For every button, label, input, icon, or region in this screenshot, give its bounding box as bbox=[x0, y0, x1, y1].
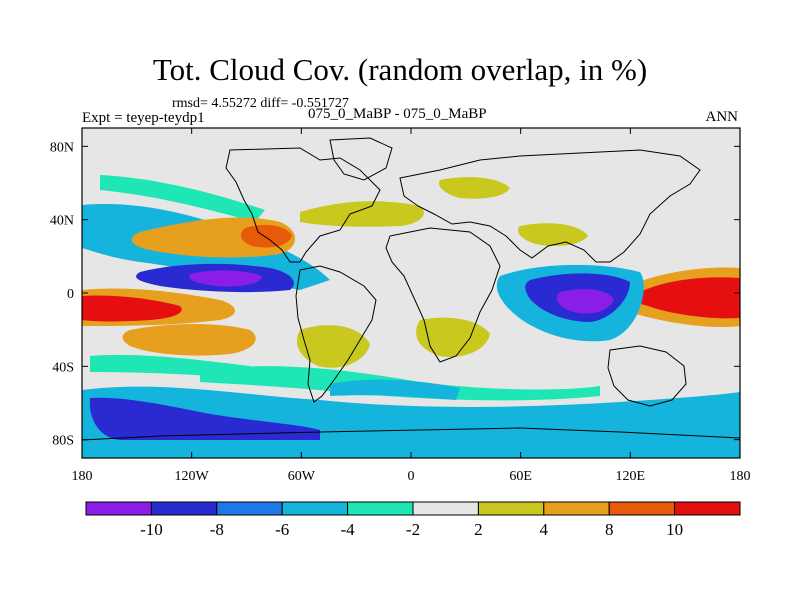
colorbar-swatch bbox=[412, 501, 479, 516]
colorbar-swatch bbox=[608, 501, 676, 516]
eq-pacific-red bbox=[82, 295, 182, 322]
eurasia-outline bbox=[399, 149, 701, 263]
x-tick-label: 180 bbox=[72, 469, 93, 484]
x-tick-label: 60W bbox=[288, 469, 316, 484]
colorbar-label: -6 bbox=[275, 520, 289, 539]
north-pacific-red bbox=[240, 224, 292, 248]
y-tick-label: 80N bbox=[50, 140, 74, 155]
antarctica-outline bbox=[82, 427, 740, 441]
x-tick-label: 120E bbox=[616, 469, 646, 484]
coastlines bbox=[82, 137, 740, 441]
x-tick-label: 180 bbox=[730, 469, 751, 484]
x-tick-label: 60E bbox=[509, 469, 532, 484]
indian-ocean-purple bbox=[556, 289, 614, 314]
south-pacific-orange bbox=[122, 324, 256, 356]
west-pacific-red bbox=[633, 277, 740, 319]
y-tick-label: 80S bbox=[52, 434, 74, 449]
south-atlantic-cyan bbox=[330, 379, 460, 400]
colorbar-label: 2 bbox=[474, 520, 483, 539]
greenland-outline bbox=[329, 137, 393, 181]
y-tick-label: 40N bbox=[50, 214, 74, 229]
southern-ocean-band bbox=[82, 386, 740, 458]
itcz-purple bbox=[189, 270, 262, 287]
southern-ocean-core bbox=[89, 397, 320, 440]
colorbar-swatch bbox=[543, 501, 610, 516]
colorbar-label: -8 bbox=[210, 520, 224, 539]
colorbar-swatch bbox=[216, 501, 283, 516]
stats-label: rmsd= 4.55272 diff= -0.551727 bbox=[172, 96, 349, 111]
colorbar: -10 -8 -6 -4 -2 2 4 8 10 bbox=[85, 501, 741, 539]
colorbar-label: -10 bbox=[140, 520, 163, 539]
africa-outline bbox=[385, 227, 501, 363]
y-tick-label: 40S bbox=[52, 360, 74, 375]
season-label: ANN bbox=[705, 109, 739, 125]
arabia-olive bbox=[517, 223, 588, 246]
y-tick-label: 0 bbox=[67, 287, 74, 302]
colorbar-swatch bbox=[674, 501, 741, 516]
north-america-outline bbox=[225, 147, 381, 263]
colorbar-swatch bbox=[150, 501, 218, 516]
colorbar-label: 10 bbox=[666, 520, 683, 539]
x-tick-label: 120W bbox=[175, 469, 210, 484]
anomaly-layer bbox=[82, 175, 740, 458]
south-america-olive bbox=[296, 325, 370, 368]
australia-outline bbox=[607, 345, 687, 407]
axes: 180 120W 60W 0 60E 120E 180 80N 40N 0 40S 80S bbox=[50, 128, 751, 484]
south-america-outline bbox=[295, 265, 377, 403]
colorbar-swatch bbox=[85, 501, 152, 516]
north-pacific-turquoise bbox=[100, 175, 265, 222]
colorbar-swatch bbox=[281, 501, 349, 516]
north-atlantic-olive bbox=[438, 177, 510, 199]
africa-olive bbox=[416, 317, 490, 358]
colorbar-swatch bbox=[477, 501, 545, 516]
chart-title: Tot. Cloud Cov. (random overlap, in %) bbox=[152, 52, 648, 87]
x-tick-label: 0 bbox=[408, 469, 415, 484]
colorbar-label: -4 bbox=[341, 520, 356, 539]
colorbar-label: -2 bbox=[406, 520, 420, 539]
south-pacific-cyan bbox=[90, 354, 250, 378]
colorbar-swatch bbox=[347, 501, 414, 516]
atlantic-olive bbox=[300, 201, 424, 227]
experiment-label: Expt = teyep-teydp1 bbox=[82, 110, 205, 126]
colorbar-label: 8 bbox=[605, 520, 614, 539]
colorbar-label: 4 bbox=[540, 520, 549, 539]
cases-label: 075_0_MaBP - 075_0_MaBP bbox=[308, 106, 487, 122]
